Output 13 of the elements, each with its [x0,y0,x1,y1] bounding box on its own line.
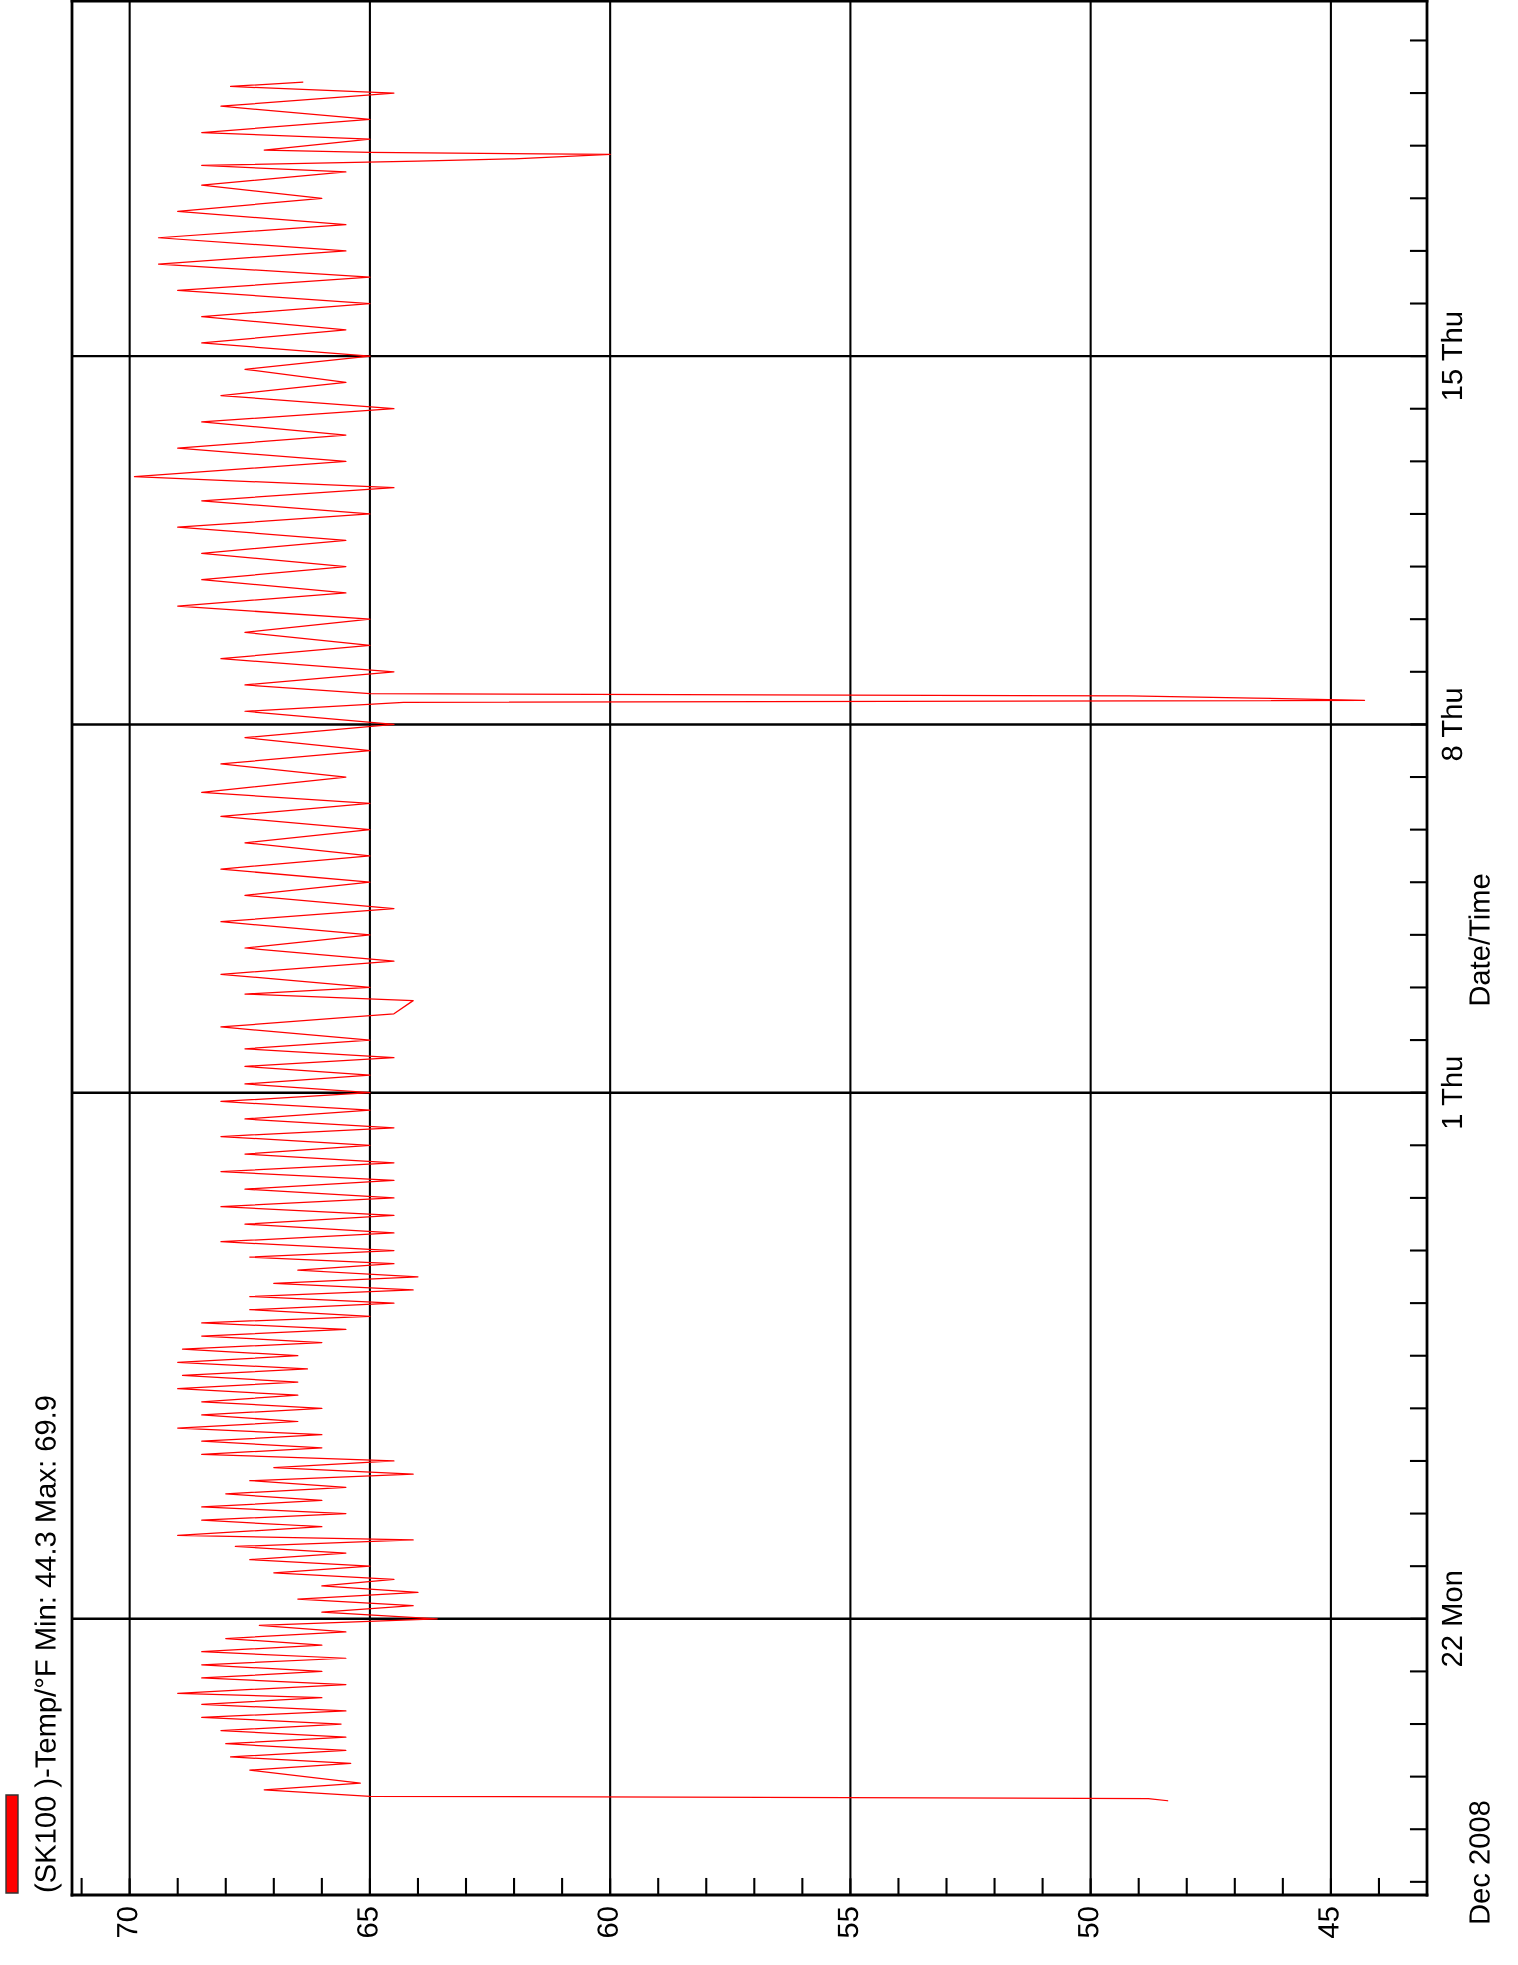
y-tick-label: 1 Thu [1440,1057,1463,1128]
x-tick-label: 60 [597,1907,618,1938]
y-tick-label: 15 Thu [1440,312,1463,400]
y-tick-label: 22 Mon [1441,1572,1463,1666]
x-tick-label: 55 [837,1907,859,1938]
x-tick-label: 50 [1077,1907,1099,1938]
y-axis-title: Date/Time [1468,874,1490,1005]
y-tick-label: 8 Thu [1440,689,1463,761]
x-tick-label: 45 [1318,1907,1339,1938]
x-tick-label: 65 [357,1907,378,1938]
text: Dec 2008 [1469,1801,1490,1923]
text: (SK100 )-Temp/°F Min: 44.3 Max: 69.9 [34,1396,62,1892]
x-tick-label: 70 [116,1907,138,1938]
